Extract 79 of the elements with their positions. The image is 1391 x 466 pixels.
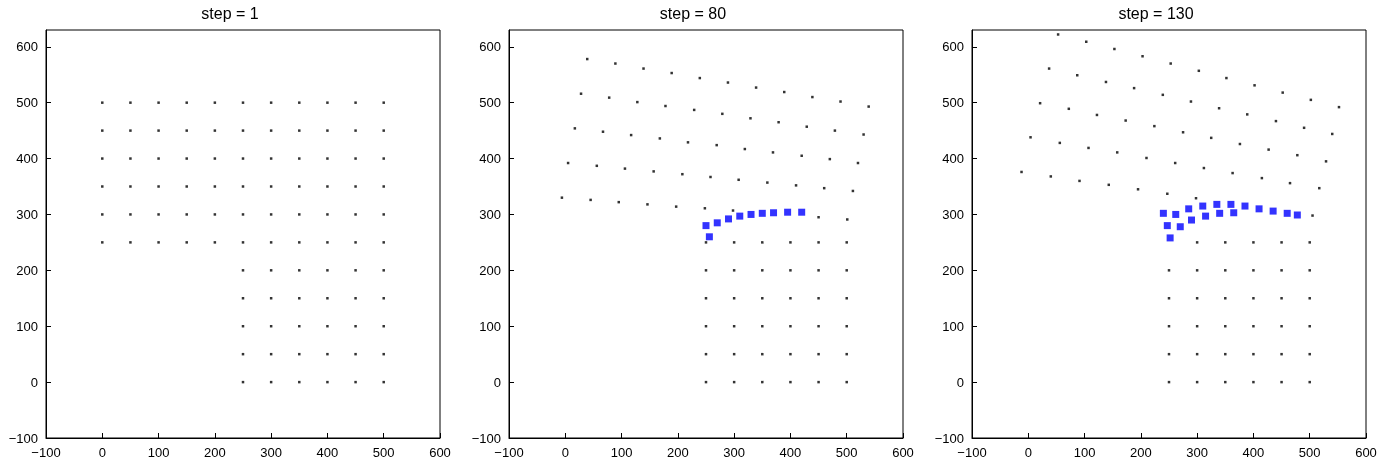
point <box>725 215 733 223</box>
y-tick-label: 500 <box>942 95 964 111</box>
point <box>1241 202 1249 210</box>
point <box>1293 211 1301 219</box>
y-tick-label: 200 <box>16 262 38 278</box>
x-tick-label: 100 <box>1073 445 1096 460</box>
y-tick-label: −100 <box>8 430 38 446</box>
y-tick-label: 200 <box>942 262 964 278</box>
point <box>1188 216 1196 224</box>
y-tick-label: 400 <box>16 151 38 167</box>
point <box>736 212 744 220</box>
y-tick-label: 600 <box>479 39 501 55</box>
x-tick-label: 500 <box>372 445 395 460</box>
x-tick-label: 200 <box>204 445 226 460</box>
point <box>1166 234 1174 242</box>
y-tick-label: 100 <box>942 318 964 334</box>
point <box>705 233 713 241</box>
y-tick-label: 100 <box>16 318 38 334</box>
y-tick-label: 300 <box>479 206 501 222</box>
chart-title: step = 1 <box>201 4 259 22</box>
x-tick-label: 600 <box>1355 445 1377 460</box>
x-tick-label: −100 <box>31 445 61 460</box>
point <box>1283 209 1291 217</box>
point <box>784 208 792 216</box>
y-tick-label: 400 <box>942 151 964 167</box>
x-tick-label: 0 <box>561 445 569 460</box>
x-tick-label: 400 <box>316 445 339 460</box>
point <box>713 219 721 227</box>
y-tick-label: 600 <box>942 39 964 55</box>
x-tick-label: 200 <box>667 445 689 460</box>
point <box>770 209 778 217</box>
y-tick-label: −100 <box>934 430 964 446</box>
point <box>1216 209 1224 217</box>
x-tick-label: 100 <box>147 445 170 460</box>
y-tick-label: 0 <box>30 374 38 390</box>
y-tick-label: 400 <box>479 151 501 167</box>
point <box>1213 200 1221 208</box>
x-tick-label: −100 <box>494 445 524 460</box>
x-tick-label: 300 <box>1186 445 1208 460</box>
x-tick-label: −100 <box>957 445 987 460</box>
point <box>1255 205 1263 213</box>
x-tick-label: 600 <box>892 445 914 460</box>
x-tick-label: 400 <box>779 445 802 460</box>
y-tick-label: 300 <box>16 206 38 222</box>
x-tick-label: 0 <box>1024 445 1032 460</box>
x-tick-label: 200 <box>1130 445 1152 460</box>
x-tick-label: 500 <box>835 445 858 460</box>
y-tick-label: 100 <box>479 318 501 334</box>
y-tick-label: 200 <box>479 262 501 278</box>
point <box>1163 222 1171 230</box>
point <box>1230 209 1238 217</box>
point <box>758 209 766 217</box>
y-tick-label: 500 <box>479 95 501 111</box>
x-tick-label: 0 <box>98 445 106 460</box>
point <box>747 210 755 218</box>
point <box>1176 223 1184 231</box>
point <box>1202 212 1210 220</box>
point <box>1199 202 1207 210</box>
x-tick-label: 300 <box>723 445 745 460</box>
point <box>1159 209 1167 217</box>
y-tick-label: −100 <box>471 430 501 446</box>
x-tick-label: 500 <box>1298 445 1321 460</box>
point <box>1172 210 1180 218</box>
chart-title: step = 80 <box>659 4 727 22</box>
point <box>1227 200 1235 208</box>
point <box>1269 207 1277 215</box>
y-tick-label: 0 <box>956 374 964 390</box>
chart-title: step = 130 <box>1118 4 1194 22</box>
y-tick-label: 600 <box>16 39 38 55</box>
point <box>702 222 710 230</box>
y-tick-label: 300 <box>942 206 964 222</box>
point <box>798 208 806 216</box>
point <box>1185 205 1193 213</box>
x-tick-label: 100 <box>610 445 633 460</box>
y-tick-label: 500 <box>16 95 38 111</box>
x-tick-label: 300 <box>260 445 282 460</box>
x-tick-label: 600 <box>429 445 451 460</box>
x-tick-label: 400 <box>1242 445 1265 460</box>
y-tick-label: 0 <box>493 374 501 390</box>
